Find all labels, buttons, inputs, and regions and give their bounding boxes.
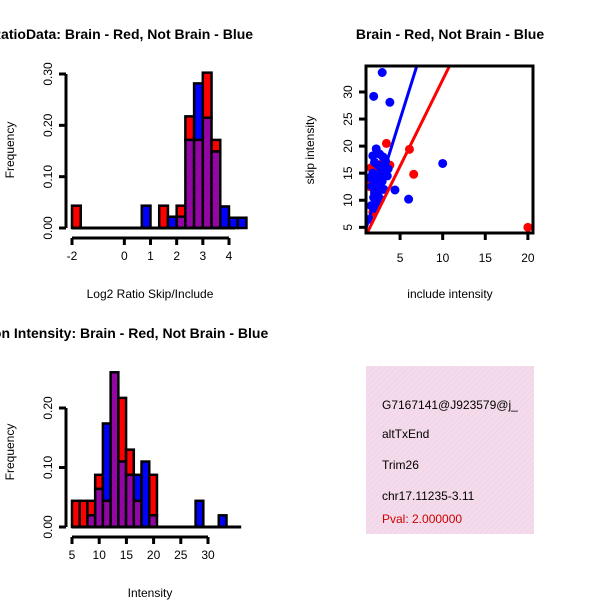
y-tick-label: 0.00 xyxy=(41,216,55,240)
not-brain-point xyxy=(369,91,379,101)
hist2-xlabel: Intensity xyxy=(128,586,173,600)
info-type: altTxEnd xyxy=(382,427,429,441)
x-tick-label: 15 xyxy=(120,548,134,562)
x-tick-label: -2 xyxy=(67,249,78,263)
x-tick-label: 0 xyxy=(121,249,128,263)
x-tick-label: 20 xyxy=(147,548,161,562)
brain-point xyxy=(409,169,419,179)
hist1-title: RatioData: Brain - Red, Not Brain - Blue xyxy=(0,26,253,42)
brain-bar xyxy=(70,204,82,230)
not-brain-fit-line xyxy=(366,66,419,229)
not-brain-point xyxy=(373,160,383,170)
brain-bar xyxy=(124,448,136,477)
brain-fit-line xyxy=(366,66,451,233)
not-brain-point xyxy=(368,151,378,161)
not-brain-point xyxy=(438,158,448,168)
intensity-scatter: 5 10 15 20 5 10 15 20 25 30 xyxy=(341,64,535,265)
y-tick-label: 10 xyxy=(341,193,355,207)
scatter-title: Brain - Red, Not Brain - Blue xyxy=(356,26,544,42)
plot-box xyxy=(364,64,535,235)
x-tick-label: 1 xyxy=(147,249,154,263)
brain-bar xyxy=(201,71,213,119)
brain-point xyxy=(523,222,533,232)
brain-bar xyxy=(175,204,187,218)
hist1-xlabel: Log2 Ratio Skip/Include xyxy=(87,287,214,301)
hist1-ylabel: Frequency xyxy=(3,122,17,179)
not-brain-bar xyxy=(236,216,248,230)
overlap-bar xyxy=(184,138,196,230)
x-tick-label: 10 xyxy=(93,548,107,562)
not-brain-point xyxy=(404,194,414,204)
y-tick-label: 0.20 xyxy=(41,396,55,420)
overlap-bar xyxy=(147,514,159,529)
not-brain-bar xyxy=(219,205,231,230)
not-brain-bar xyxy=(194,499,205,529)
y-tick-label: 20 xyxy=(341,139,355,153)
y-tick-label: 0.10 xyxy=(41,165,55,189)
brain-bar xyxy=(157,204,170,230)
hist2-ylabel: Frequency xyxy=(3,424,17,481)
x-tick-label: 30 xyxy=(201,548,215,562)
info-gene: Trim26 xyxy=(382,458,419,472)
brain-bar xyxy=(210,138,222,153)
plot-area xyxy=(366,66,533,233)
scatter-xlabel: include intensity xyxy=(407,287,492,301)
not-brain-bar xyxy=(140,204,152,230)
hist2-title: Exon Intensity: Brain - Red, Not Brain -… xyxy=(0,325,268,341)
overlap-bar xyxy=(192,138,205,230)
x-tick-label: 3 xyxy=(199,249,206,263)
intensity-histogram: 5 10 15 20 25 30 0.00 0.10 0.20 xyxy=(41,371,242,562)
overlap-bar xyxy=(175,215,187,230)
not-brain-bar xyxy=(227,216,239,230)
overlap-bar xyxy=(201,116,213,230)
x-tick-label: 5 xyxy=(69,548,76,562)
not-brain-bar xyxy=(217,514,228,529)
not-brain-bar xyxy=(166,215,178,230)
x-tick-label: 4 xyxy=(226,249,233,263)
info-id: G7167141@J923579@j_ xyxy=(382,398,518,412)
x-tick-label: 5 xyxy=(397,251,404,265)
overlap-bar xyxy=(210,150,222,230)
brain-bar xyxy=(184,115,196,142)
brain-point xyxy=(381,138,391,148)
y-tick-label: 0.20 xyxy=(41,113,55,137)
brain-bar xyxy=(147,473,159,517)
info-location: chr17.11235-3.11 xyxy=(382,489,475,503)
info-pval: Pval: 2.000000 xyxy=(382,512,462,526)
ratio-histogram: -2 0 1 2 3 4 0.00 0.10 0.20 0.30 xyxy=(41,62,248,263)
y-tick-label: 0.10 xyxy=(41,455,55,479)
not-brain-bar xyxy=(192,82,205,142)
x-tick-label: 25 xyxy=(174,548,188,562)
x-tick-label: 15 xyxy=(479,251,493,265)
info-panel xyxy=(366,366,534,534)
y-tick-label: 5 xyxy=(341,224,355,231)
scatter-ylabel: skip intensity xyxy=(303,116,317,185)
y-tick-label: 25 xyxy=(341,112,355,126)
not-brain-point xyxy=(390,185,400,195)
y-tick-label: 0.30 xyxy=(41,62,55,86)
y-tick-label: 0.00 xyxy=(41,515,55,539)
y-tick-label: 15 xyxy=(341,166,355,180)
y-tick-label: 30 xyxy=(341,85,355,99)
x-tick-label: 20 xyxy=(521,251,535,265)
x-tick-label: 2 xyxy=(173,249,180,263)
not-brain-point xyxy=(385,97,395,107)
x-tick-label: 10 xyxy=(436,251,450,265)
not-brain-point xyxy=(377,67,387,77)
